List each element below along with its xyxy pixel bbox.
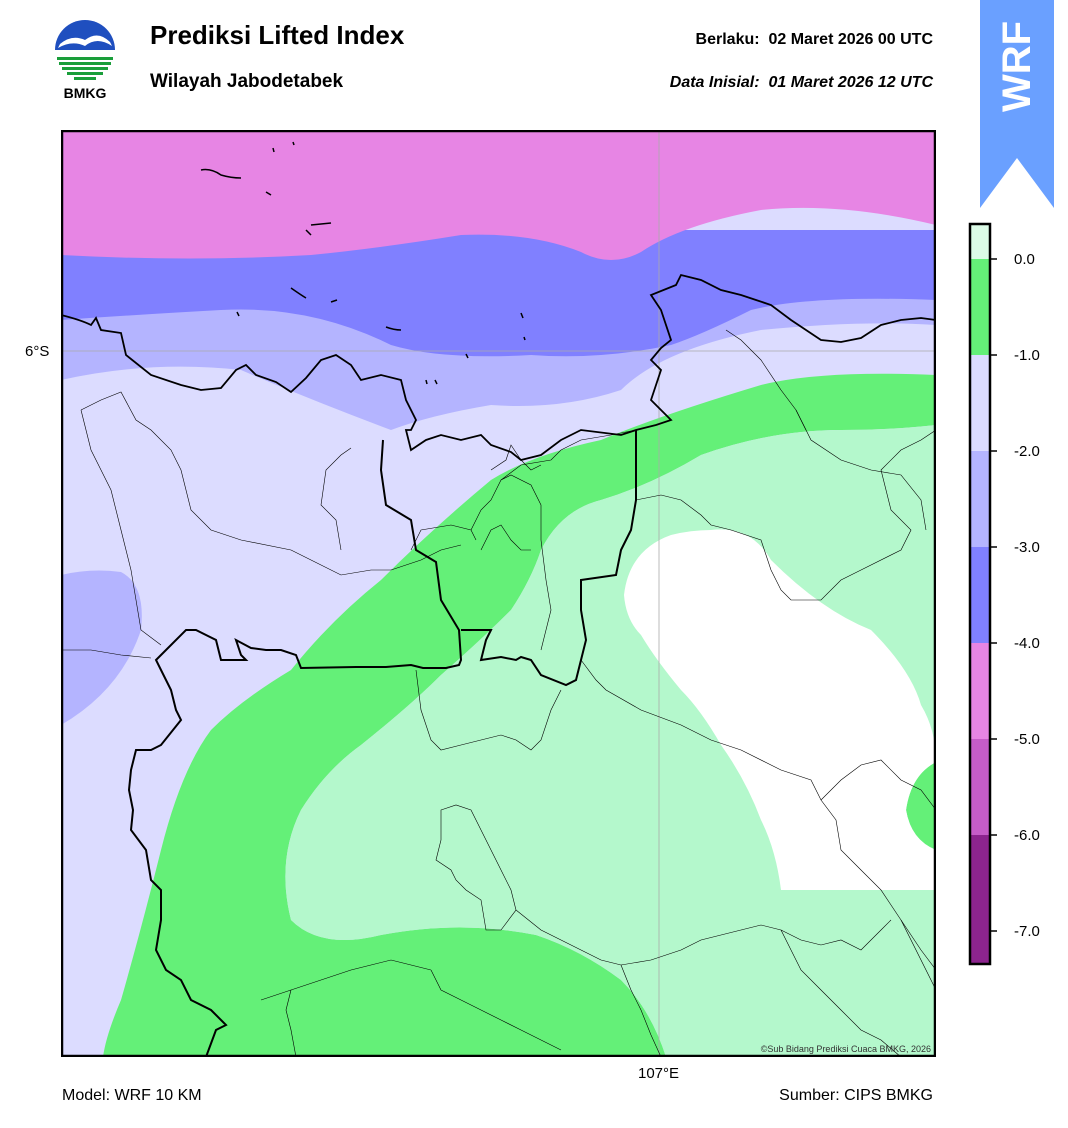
colorbar-segment [970, 547, 990, 643]
colorbar-ticks: 0.0 -1.0 -2.0 -3.0 -4.0 -5.0 -6.0 -7.0 [990, 251, 1040, 940]
colorbar-segment [970, 931, 990, 964]
colorbar-tick-label: -1.0 [1014, 347, 1040, 364]
valid-value: 02 Maret 2026 00 UTC [768, 31, 933, 48]
colorbar-frame [968, 222, 992, 966]
colorbar-segment [970, 259, 990, 355]
colorbar-segment [970, 451, 990, 547]
colorbar: 0.0 -1.0 -2.0 -3.0 -4.0 -5.0 -6.0 -7.0 [968, 222, 1040, 966]
colorbar-tick-label: -5.0 [1014, 731, 1040, 748]
lon-label: 107°E [638, 1065, 680, 1082]
colorbar-segment [970, 835, 990, 931]
valid-time: Berlaku: 02 Maret 2026 00 UTC [696, 31, 933, 49]
init-value: 01 Maret 2026 12 UTC [768, 74, 933, 91]
colorbar-tick-label: -4.0 [1014, 635, 1040, 652]
province-border [127, 439, 463, 1057]
coastline [61, 273, 936, 461]
zone-light-blue-west [61, 570, 142, 725]
bmkg-logo: BMKG [55, 20, 115, 101]
map-frame [61, 130, 936, 1057]
wrf-banner-text: WRF [995, 21, 1039, 112]
colorbar-segment [970, 643, 990, 739]
init-time: Data Inisial: 01 Maret 2026 12 UTC [670, 74, 933, 92]
zone-blue [61, 230, 936, 357]
map-copyright: ©Sub Bidang Prediksi Cuaca BMKG, 2026 [761, 1044, 931, 1054]
valid-label: Berlaku: [695, 31, 760, 48]
colorbar-segment [970, 739, 990, 835]
wrf-banner: WRF [980, 0, 1054, 208]
islands [200, 141, 526, 385]
region-subtitle: Wilayah Jabodetabek [150, 71, 344, 92]
colorbar-tick-label: 0.0 [1014, 251, 1035, 268]
model-label: Model: WRF 10 KM [62, 1087, 202, 1104]
district-borders [61, 329, 936, 1057]
colorbar-boxes [970, 224, 990, 964]
colorbar-tick-label: -6.0 [1014, 827, 1040, 844]
source-label: Sumber: CIPS BMKG [779, 1087, 933, 1104]
colorbar-segment [970, 224, 990, 259]
zone-positive [624, 529, 936, 890]
zone-green-east [906, 762, 936, 850]
logo-text: BMKG [64, 85, 107, 101]
colorbar-tick-label: -3.0 [1014, 539, 1040, 556]
colorbar-tick-label: -2.0 [1014, 443, 1040, 460]
lat-label: 6°S [25, 343, 50, 360]
province-border-east [461, 430, 637, 687]
page-title: Prediksi Lifted Index [150, 20, 405, 50]
lifted-index-map: ©Sub Bidang Prediksi Cuaca BMKG, 2026 [61, 130, 936, 1057]
init-label: Data Inisial: [669, 74, 760, 91]
zone-magenta [61, 130, 936, 260]
colorbar-tick-label: -7.0 [1014, 923, 1040, 940]
colorbar-segment [970, 355, 990, 451]
